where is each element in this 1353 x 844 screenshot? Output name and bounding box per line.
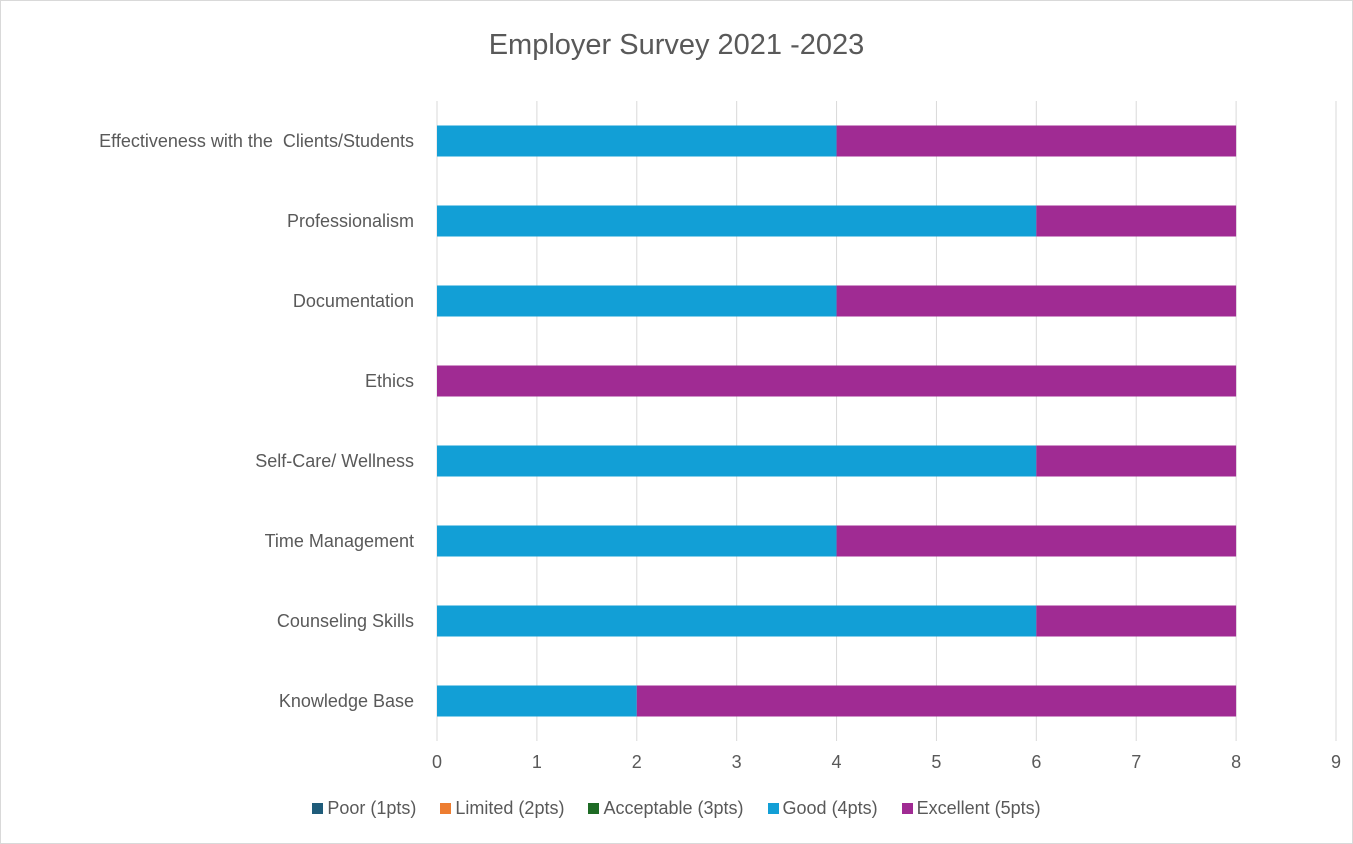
bar-segment xyxy=(437,605,1037,637)
x-tick-label: 4 xyxy=(832,752,842,772)
x-tick-label: 1 xyxy=(532,752,542,772)
legend-label: Limited (2pts) xyxy=(455,798,565,818)
category-labels: Knowledge Base Counseling Skills Time Mana… xyxy=(99,131,414,711)
legend-swatch xyxy=(312,803,324,814)
legend-item: Limited (2pts) xyxy=(440,798,564,819)
legend-label: Poor (1pts) xyxy=(327,798,417,818)
bar-segment xyxy=(437,285,837,317)
category-label: Counseling Skills xyxy=(277,611,414,631)
bar-segment xyxy=(1036,445,1237,477)
category-label: Knowledge Base xyxy=(279,691,414,711)
bar-segment xyxy=(437,365,1237,397)
bar-segment xyxy=(437,125,837,157)
legend-item: Excellent (5pts) xyxy=(901,798,1041,819)
legend-label: Acceptable (3pts) xyxy=(603,798,744,818)
legend-label: Excellent (5pts) xyxy=(916,798,1041,818)
category-label: Professionalism xyxy=(287,211,414,231)
legend-swatch xyxy=(588,803,600,814)
bar-segment xyxy=(437,445,1037,477)
x-axis-ticks: 0 1 2 3 4 5 6 7 8 9 xyxy=(432,752,1341,772)
legend-swatch xyxy=(440,803,452,814)
bar-segment xyxy=(1036,605,1237,637)
bar-segment xyxy=(1036,205,1237,237)
legend: Poor (1pts) Limited (2pts) Acceptable (3pt… xyxy=(1,798,1352,819)
bar-segment xyxy=(437,525,837,557)
x-tick-label: 8 xyxy=(1231,752,1241,772)
gridlines xyxy=(436,101,1337,741)
x-tick-label: 7 xyxy=(1131,752,1141,772)
x-tick-label: 2 xyxy=(632,752,642,772)
x-tick-label: 0 xyxy=(432,752,442,772)
legend-item: Acceptable (3pts) xyxy=(588,798,744,819)
bars xyxy=(437,125,1237,717)
x-tick-label: 9 xyxy=(1331,752,1341,772)
bar-segment xyxy=(636,685,1237,717)
legend-swatch xyxy=(767,803,779,814)
bar-segment xyxy=(437,685,637,717)
category-label: Time Management xyxy=(265,531,414,551)
category-label: Self-Care/ Wellness xyxy=(255,451,414,471)
legend-item: Good (4pts) xyxy=(767,798,878,819)
legend-label: Good (4pts) xyxy=(782,798,878,818)
bar-segment xyxy=(836,125,1237,157)
category-label: Documentation xyxy=(293,291,414,311)
bar-segment xyxy=(836,525,1237,557)
category-label: Effectiveness with the Clients/Students xyxy=(99,131,414,151)
chart-title: Employer Survey 2021 -2023 xyxy=(488,29,865,61)
bar-segment xyxy=(437,205,1037,237)
legend-item: Poor (1pts) xyxy=(312,798,416,819)
x-tick-label: 5 xyxy=(931,752,941,772)
legend-swatch xyxy=(901,803,913,814)
bar-segment xyxy=(836,285,1237,317)
x-tick-label: 6 xyxy=(1031,752,1041,772)
category-label: Ethics xyxy=(365,371,414,391)
x-tick-label: 3 xyxy=(732,752,742,772)
